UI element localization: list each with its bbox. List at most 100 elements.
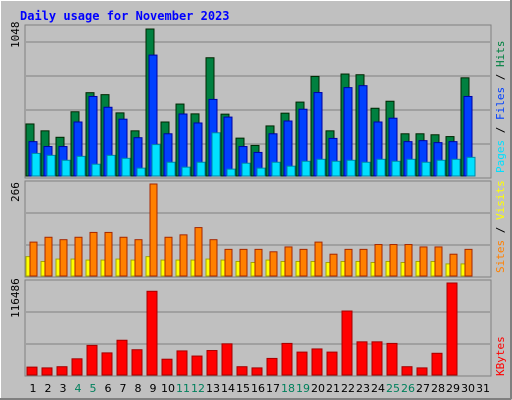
kbytes-bar-day-21 bbox=[326, 351, 338, 376]
day-label-9: 9 bbox=[150, 382, 157, 395]
day-label-7: 7 bbox=[120, 382, 127, 395]
svg-text:Pages / Files / Hits: Pages / Files / Hits bbox=[494, 41, 507, 174]
day-label-23: 23 bbox=[356, 382, 370, 395]
day-label-20: 20 bbox=[311, 382, 325, 395]
legend-files: Files bbox=[494, 87, 507, 120]
pages-bar-day-30 bbox=[466, 156, 476, 177]
pages-bar-day-15 bbox=[241, 162, 251, 177]
sites-bar-day-4 bbox=[74, 236, 83, 277]
day-label-2: 2 bbox=[45, 382, 52, 395]
legend-sites: Sites bbox=[494, 240, 507, 273]
legend-visits: Visits bbox=[494, 180, 507, 220]
sites-bar-day-16 bbox=[254, 248, 263, 277]
kbytes-bar-day-11 bbox=[176, 350, 188, 376]
kbytes-bar-day-15 bbox=[236, 366, 248, 376]
kbytes-bar-day-2 bbox=[41, 367, 53, 376]
kbytes-bar-day-4 bbox=[71, 358, 83, 376]
chart-bars bbox=[25, 28, 476, 376]
pages-bar-day-12 bbox=[196, 161, 206, 177]
day-label-8: 8 bbox=[135, 382, 142, 395]
pages-bar-day-24 bbox=[376, 158, 386, 177]
day-label-17: 17 bbox=[266, 382, 280, 395]
legend-kbytes-wrap: KBytes bbox=[494, 336, 507, 376]
sites-bar-day-2 bbox=[44, 236, 53, 277]
pages-bar-day-7 bbox=[121, 157, 131, 177]
day-label-6: 6 bbox=[105, 382, 112, 395]
sites-bar-day-22 bbox=[344, 248, 353, 277]
pages-bar-day-11 bbox=[181, 166, 191, 177]
day-labels: 1 2 3 4 5 6 7 8 9 10 11 12 13 14 15 16 17 18 19 20 21 22 23 24 2… bbox=[30, 382, 491, 395]
sites-bar-day-24 bbox=[374, 244, 383, 277]
kbytes-bar-day-12 bbox=[191, 355, 203, 376]
kbytes-bar-day-5 bbox=[86, 344, 98, 376]
legend-visits-sites: Sites / Visits bbox=[494, 180, 507, 273]
day-label-28: 28 bbox=[431, 382, 445, 395]
kbytes-bar-day-14 bbox=[221, 343, 233, 376]
sites-bar-day-8 bbox=[134, 239, 143, 277]
day-label-18: 18 bbox=[281, 382, 295, 395]
sites-bar-day-13 bbox=[209, 239, 218, 277]
sites-bar-day-20 bbox=[314, 241, 323, 277]
legend-hits: Hits bbox=[494, 41, 507, 68]
kbytes-bar-day-20 bbox=[311, 348, 323, 376]
sites-bar-day-25 bbox=[389, 244, 398, 277]
day-label-25: 25 bbox=[386, 382, 400, 395]
y-max-label-visits: 266 bbox=[9, 182, 22, 202]
day-label-14: 14 bbox=[221, 382, 235, 395]
day-label-29: 29 bbox=[446, 382, 460, 395]
sites-bar-day-27 bbox=[419, 246, 428, 277]
kbytes-bar-day-23 bbox=[356, 341, 368, 376]
pages-bar-day-26 bbox=[406, 158, 416, 177]
sites-bar-day-19 bbox=[299, 248, 308, 277]
pages-bar-day-3 bbox=[61, 159, 71, 177]
sites-bar-day-6 bbox=[104, 231, 113, 277]
chart-title: Daily usage for November 2023 bbox=[20, 9, 230, 23]
legend-pages: Pages bbox=[494, 140, 507, 173]
kbytes-bar-day-24 bbox=[371, 341, 383, 376]
day-label-19: 19 bbox=[296, 382, 310, 395]
kbytes-bar-day-3 bbox=[56, 366, 68, 376]
day-label-12: 12 bbox=[191, 382, 205, 395]
kbytes-bar-day-1 bbox=[26, 366, 38, 376]
y-max-label-hits: 1048 bbox=[9, 22, 22, 49]
kbytes-bar-day-22 bbox=[341, 310, 353, 376]
sites-bar-day-14 bbox=[224, 248, 233, 277]
kbytes-bar-day-27 bbox=[416, 367, 428, 376]
sites-bar-day-10 bbox=[164, 236, 173, 277]
sites-bar-day-1 bbox=[29, 241, 38, 277]
pages-bar-day-27 bbox=[421, 161, 431, 177]
pages-bar-day-13 bbox=[211, 132, 221, 177]
pages-bar-day-4 bbox=[76, 155, 86, 177]
day-label-21: 21 bbox=[326, 382, 340, 395]
sites-bar-day-12 bbox=[194, 227, 203, 277]
sites-bar-day-21 bbox=[329, 253, 338, 277]
kbytes-bar-day-7 bbox=[116, 339, 128, 376]
kbytes-bar-day-29 bbox=[446, 282, 458, 376]
sites-bar-day-9 bbox=[149, 183, 158, 277]
pages-bar-day-20 bbox=[316, 158, 326, 177]
sites-bar-day-11 bbox=[179, 234, 188, 277]
day-label-15: 15 bbox=[236, 382, 250, 395]
day-label-11: 11 bbox=[176, 382, 190, 395]
kbytes-bar-day-13 bbox=[206, 350, 218, 376]
pages-bar-day-19 bbox=[301, 160, 311, 177]
sites-bar-day-15 bbox=[239, 248, 248, 277]
sites-bar-day-26 bbox=[404, 244, 413, 277]
day-label-1: 1 bbox=[30, 382, 37, 395]
files-bar-day-14 bbox=[223, 116, 233, 177]
pages-bar-day-25 bbox=[391, 160, 401, 177]
pages-bar-day-16 bbox=[256, 167, 266, 177]
pages-bar-day-22 bbox=[346, 159, 356, 177]
sites-bar-day-29 bbox=[449, 253, 458, 277]
kbytes-bar-day-9 bbox=[146, 290, 158, 376]
sites-bar-day-3 bbox=[59, 239, 68, 277]
panel-kbytes-gridlines bbox=[26, 311, 490, 345]
kbytes-bar-day-19 bbox=[296, 351, 308, 376]
day-label-10: 10 bbox=[161, 382, 175, 395]
pages-bar-day-29 bbox=[451, 158, 461, 177]
kbytes-bar-day-26 bbox=[401, 366, 413, 376]
legend-hits-files-pages: Pages / Files / Hits bbox=[494, 41, 507, 174]
day-label-3: 3 bbox=[60, 382, 67, 395]
pages-bar-day-17 bbox=[271, 161, 281, 177]
